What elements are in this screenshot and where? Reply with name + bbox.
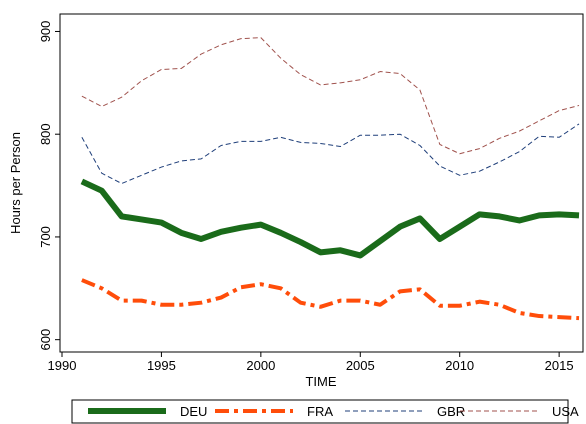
y-tick-label: 800 (38, 123, 53, 145)
x-axis-title: TIME (305, 374, 336, 389)
series-line (80, 178, 580, 259)
legend-label: FRA (307, 404, 333, 419)
series-line (81, 123, 580, 185)
y-axis-title: Hours per Person (8, 132, 23, 234)
series-line (81, 37, 580, 155)
x-tick-label: 2005 (346, 358, 375, 373)
y-tick-label: 600 (38, 329, 53, 351)
x-tick-label: 1990 (48, 358, 77, 373)
plot-frame (59, 13, 584, 353)
legend-box (71, 399, 569, 424)
y-tick-label: 700 (38, 226, 53, 248)
series-line (81, 278, 580, 321)
x-tick-label: 2015 (545, 358, 574, 373)
legend-label: DEU (180, 404, 207, 419)
x-tick-label: 1995 (147, 358, 176, 373)
x-tick-label: 2010 (445, 358, 474, 373)
x-tick-label: 2000 (246, 358, 275, 373)
legend-label: GBR (437, 404, 465, 419)
legend-label: USA (552, 404, 579, 419)
y-tick-label: 900 (38, 21, 53, 43)
